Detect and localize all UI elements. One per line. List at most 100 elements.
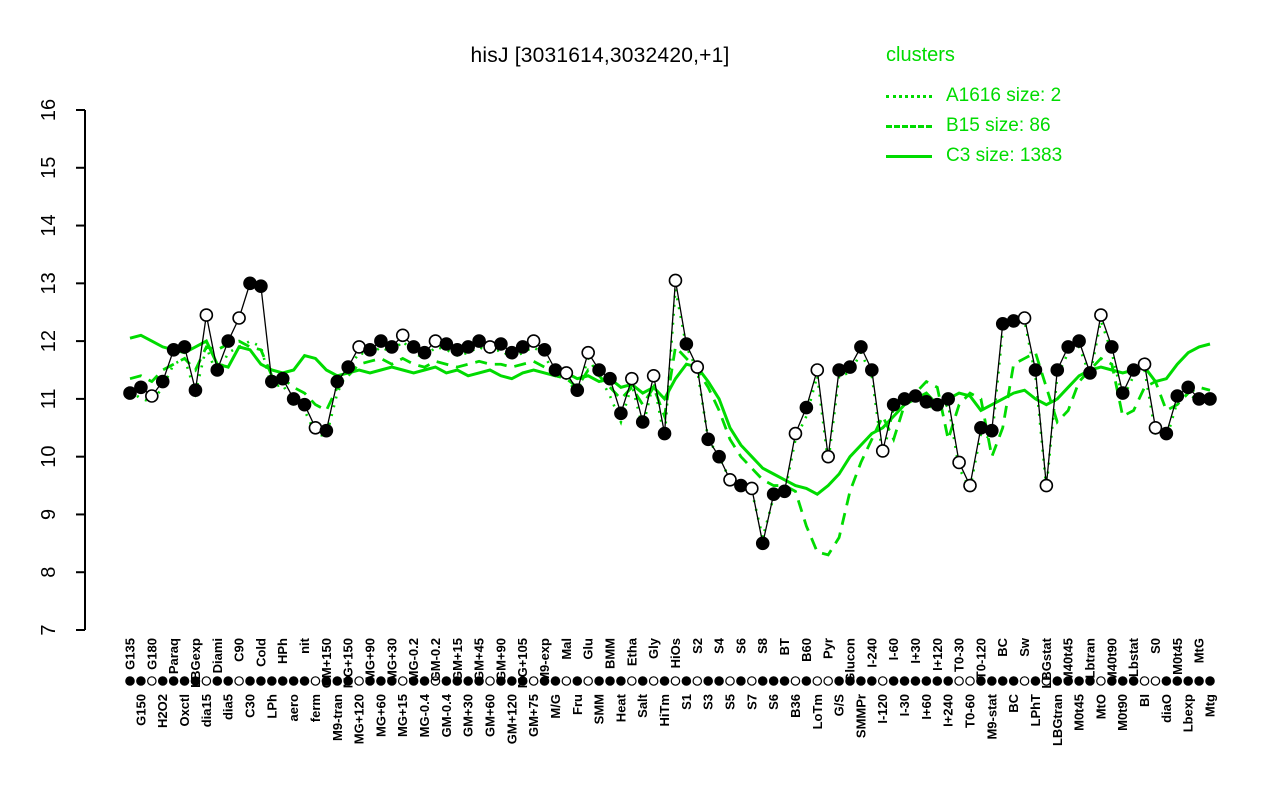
data-point-filled: [1181, 380, 1195, 395]
x-category-label: aero: [286, 694, 301, 722]
x-category-label: I+120: [930, 638, 945, 671]
x-category-label: S2: [690, 638, 705, 654]
data-point-filled: [297, 397, 312, 412]
gene-line: [129, 280, 1210, 544]
condition-marker: [1096, 676, 1106, 686]
data-point-filled: [712, 449, 726, 464]
condition-marker: [539, 676, 550, 686]
condition-marker: [1041, 676, 1052, 686]
condition-marker: [747, 676, 757, 686]
legend-line-sample-dotted: [886, 94, 932, 98]
data-point-filled: [319, 423, 334, 438]
data-point-filled: [374, 334, 388, 348]
data-point-filled: [406, 340, 421, 354]
x-category-label: Salt: [635, 693, 650, 718]
data-point-filled: [286, 392, 301, 406]
condition-marker: [899, 676, 910, 686]
x-category-label: MG+15: [395, 694, 410, 737]
condition-marker: [288, 676, 299, 686]
data-point-filled: [1061, 340, 1075, 354]
data-point-filled: [515, 340, 530, 354]
x-category-label: S1: [679, 694, 694, 710]
data-point-filled: [123, 386, 137, 400]
x-category-label: diaO: [1159, 694, 1174, 723]
cluster-line-A1616: [129, 288, 1211, 538]
condition-marker: [1194, 676, 1204, 686]
data-point-filled: [941, 392, 955, 406]
data-point-filled: [166, 342, 181, 357]
condition-marker: [1172, 676, 1183, 686]
data-point-open: [232, 311, 246, 325]
x-category-label: M9-stat: [984, 693, 999, 739]
condition-marker: [845, 676, 855, 686]
data-point-filled: [919, 394, 934, 409]
x-category-label: GM+90: [493, 638, 508, 681]
x-category-label: Lbtran: [1083, 638, 1098, 679]
data-point-open: [723, 472, 737, 487]
data-point-open: [1094, 308, 1108, 322]
data-point-filled: [210, 363, 225, 377]
data-point-filled: [1170, 389, 1185, 403]
x-category-label: C30: [243, 694, 258, 718]
x-category-label: Mal: [559, 638, 574, 660]
condition-marker: [943, 676, 953, 686]
legend-entries: A1616 size: 2 B15 size: 86 C3 size: 1383: [886, 81, 1062, 171]
legend-entry-label: C3 size: 1383: [946, 145, 1063, 166]
condition-marker: [736, 676, 746, 686]
x-category-label: S6: [766, 694, 781, 710]
data-point-open: [1017, 311, 1032, 325]
data-point-filled: [155, 374, 170, 389]
condition-marker: [1205, 676, 1215, 686]
x-category-label: G150: [133, 694, 148, 726]
data-point-open: [395, 328, 410, 343]
x-category-label: ferm: [308, 694, 323, 722]
x-category-label: MtG: [1192, 638, 1207, 663]
data-point-filled: [330, 374, 345, 389]
condition-marker: [354, 676, 364, 686]
condition-marker: [1063, 676, 1073, 686]
data-point-filled: [254, 279, 268, 294]
x-category-label: Lbstat: [1126, 637, 1141, 677]
x-category-label: I+60: [919, 694, 934, 720]
condition-marker: [212, 676, 223, 686]
data-point-open: [690, 360, 705, 374]
x-category-label: BMM: [603, 638, 618, 669]
x-category-label: M9-tran: [330, 694, 345, 741]
data-point-filled: [755, 536, 770, 551]
data-point-filled: [843, 360, 857, 374]
x-category-label: BI: [1137, 694, 1152, 707]
condition-marker: [387, 676, 397, 686]
x-category-label: S0: [1148, 638, 1163, 654]
y-tick-label: 15: [38, 157, 60, 179]
condition-marker: [768, 676, 779, 686]
x-category-label: Paraq: [166, 638, 181, 674]
x-category-label: M0t45: [1170, 638, 1185, 675]
x-category-label: MG+120: [352, 694, 367, 744]
x-category-label: S3: [701, 694, 716, 710]
data-point-filled: [439, 337, 454, 351]
x-category-label: GM-0.2: [428, 638, 443, 681]
data-point-filled: [777, 484, 792, 499]
x-category-label: I+240: [941, 694, 956, 727]
condition-marker: [670, 676, 681, 686]
x-category-label: S4: [712, 637, 727, 654]
x-category-label: M/G: [548, 694, 563, 719]
condition-marker: [932, 676, 943, 686]
condition-marker: [201, 676, 212, 686]
x-category-label: GM+15: [450, 638, 465, 681]
data-point-open: [963, 478, 977, 493]
x-category-label: Gly: [646, 637, 661, 659]
condition-marker: [168, 676, 179, 686]
data-point-open: [875, 444, 890, 458]
x-category-label: HPh: [275, 638, 290, 664]
condition-marker: [692, 676, 703, 686]
x-category-label: MtO: [1093, 694, 1108, 719]
plot-title: hisJ [3031614,3032420,+1]: [470, 44, 730, 67]
data-point-filled: [417, 345, 432, 360]
condition-marker: [256, 676, 266, 686]
condition-marker: [605, 676, 615, 686]
condition-marker: [245, 676, 255, 686]
condition-marker: [703, 676, 713, 686]
condition-marker: [463, 676, 473, 686]
data-point-filled: [985, 423, 999, 438]
